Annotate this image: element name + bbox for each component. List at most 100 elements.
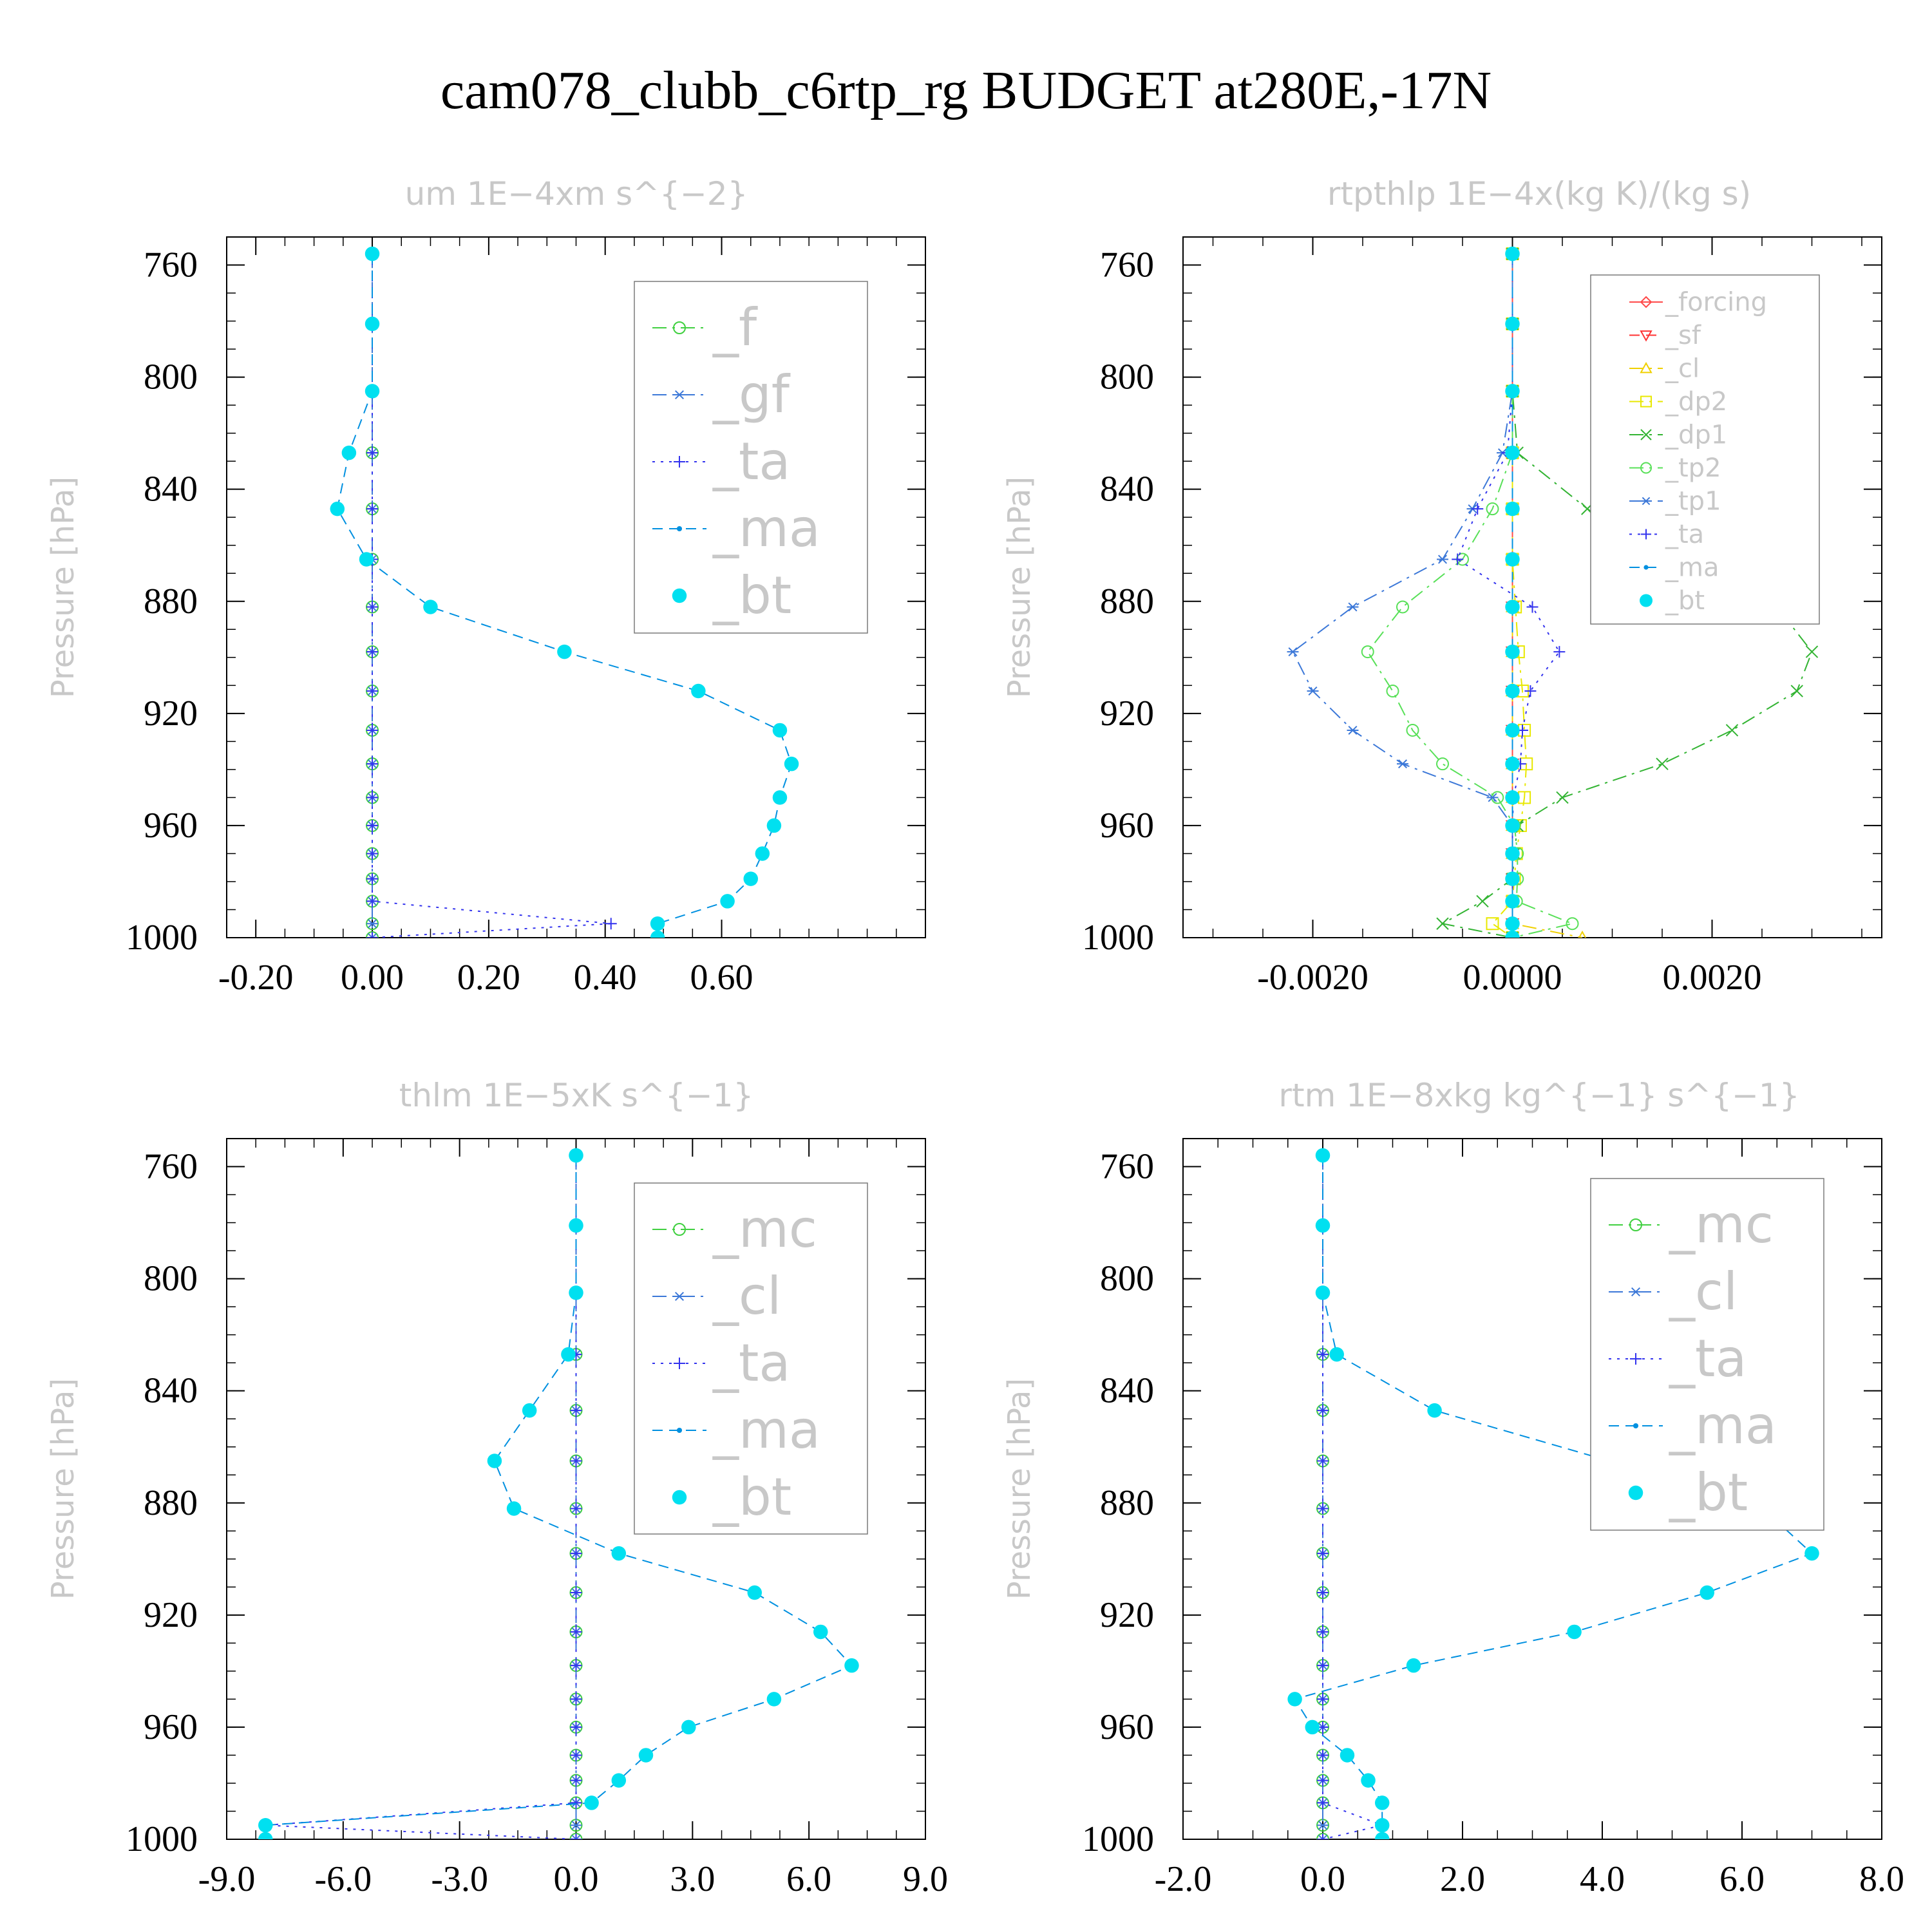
- data-point: [570, 1625, 582, 1638]
- legend-marker: [673, 1223, 686, 1236]
- data-point: [1526, 601, 1539, 613]
- series-line: [336, 254, 793, 938]
- legend-entry: _bt: [672, 565, 791, 625]
- panel-title: rtpthlp 1E−4x(kg K)/(kg s): [1327, 175, 1751, 213]
- y-tick-label: 800: [1100, 1259, 1154, 1299]
- legend-label: _dp2: [1665, 387, 1727, 417]
- legend-entry: _cl: [1629, 354, 1700, 384]
- y-tick-label: 760: [1100, 245, 1154, 285]
- series-tp1: [1287, 249, 1519, 938]
- data-point: [1317, 1821, 1329, 1830]
- x-tick-label: 0.00: [341, 958, 404, 998]
- legend-label: _gf: [712, 365, 791, 424]
- series-line: [372, 254, 611, 938]
- data-point: [1317, 1502, 1329, 1515]
- series-ta: [1317, 1150, 1388, 1839]
- legend-entry: _ta: [652, 431, 790, 491]
- data-point: [366, 933, 379, 938]
- data-point: [1505, 501, 1520, 516]
- plot-area: [1287, 246, 1819, 938]
- legend-entry: _ma: [652, 498, 820, 558]
- data-point: [569, 1148, 583, 1163]
- data-point: [365, 246, 380, 261]
- legend-entry: _ma: [1629, 553, 1719, 583]
- data-point: [1804, 1546, 1819, 1561]
- y-tick-label: 840: [1100, 1371, 1154, 1411]
- y-tick-label: 960: [1100, 1707, 1154, 1747]
- data-point: [1578, 930, 1587, 938]
- legend-label: _ta: [712, 431, 790, 491]
- legend-marker: [676, 1427, 683, 1434]
- x-tick-label: 6.0: [1719, 1859, 1765, 1899]
- data-point: [366, 601, 379, 613]
- legend-marker: [672, 1490, 687, 1505]
- data-point: [1725, 724, 1739, 737]
- legend-marker: [1641, 529, 1651, 540]
- y-tick-label: 840: [144, 469, 198, 509]
- data-point: [1505, 445, 1520, 460]
- legend-label: _cl: [712, 1266, 781, 1326]
- data-point: [359, 552, 374, 567]
- data-point: [557, 644, 572, 659]
- data-point: [1476, 895, 1489, 908]
- legend-entry: _forcing: [1629, 288, 1767, 317]
- legend-label: _f: [712, 298, 758, 357]
- legend-label: _ma: [712, 1400, 820, 1460]
- series-ta: [1452, 248, 1566, 938]
- data-point: [569, 1218, 583, 1233]
- data-point: [1406, 723, 1419, 737]
- data-point: [1436, 757, 1449, 771]
- data-point: [1374, 1795, 1390, 1810]
- x-tick-label: 0.0: [1300, 1859, 1345, 1899]
- y-tick-label: 960: [144, 806, 198, 846]
- data-point: [681, 1719, 696, 1735]
- data-point: [1505, 600, 1520, 614]
- data-point: [1315, 1285, 1331, 1300]
- legend: _forcing _sf _cl_dp2 _dp1 _tp2 _tp1 _ta _ma_bt: [1590, 274, 1820, 625]
- data-point: [258, 1817, 273, 1833]
- legend-entry: _bt: [1628, 1463, 1748, 1522]
- data-point: [570, 1548, 582, 1560]
- data-point: [570, 1660, 582, 1672]
- data-point: [366, 932, 379, 938]
- data-point: [341, 445, 357, 460]
- legend-marker: [1640, 462, 1652, 474]
- data-point: [1374, 1817, 1390, 1833]
- y-tick-label: 760: [144, 245, 198, 285]
- x-tick-label: 6.0: [786, 1859, 831, 1899]
- y-tick-label: 920: [1100, 694, 1154, 734]
- data-point: [1486, 793, 1499, 802]
- data-point: [366, 819, 379, 831]
- legend: _mc _cl _ta _ma _bt: [634, 1182, 868, 1535]
- y-tick-label: 920: [144, 694, 198, 734]
- chart-panel-4: rtm 1E−8xkg kg^{−1} s^{−1} Pressure [hPa]…: [1001, 1077, 1904, 1899]
- chart-panel-3: thlm 1E−5xK s^{−1} Pressure [hPa] 760 800 84…: [45, 1077, 948, 1899]
- legend-marker: [674, 1291, 685, 1302]
- series-bt: [1287, 1148, 1819, 1839]
- data-point: [638, 1748, 654, 1763]
- data-point: [1406, 1658, 1421, 1673]
- data-point: [1790, 685, 1803, 697]
- data-point: [522, 1403, 537, 1418]
- y-axis-label: Pressure [hPa]: [1001, 1378, 1037, 1600]
- legend-entry: _mc: [652, 1199, 817, 1259]
- data-point: [366, 646, 379, 658]
- x-tick-label: 0.0: [554, 1859, 599, 1899]
- data-point: [1505, 644, 1520, 659]
- data-point: [766, 818, 782, 833]
- data-point: [1396, 600, 1409, 614]
- x-tick-label: 2.0: [1440, 1859, 1485, 1899]
- data-point: [755, 846, 770, 861]
- data-point: [365, 384, 380, 399]
- data-point: [570, 1587, 582, 1599]
- legend-entry: _mc: [1609, 1195, 1774, 1255]
- series-ta: [366, 248, 617, 938]
- legend-label: _tp1: [1665, 487, 1721, 516]
- data-point: [1374, 1832, 1390, 1839]
- data-point: [1566, 917, 1579, 931]
- data-point: [1317, 1548, 1329, 1560]
- data-point: [584, 1795, 599, 1810]
- data-point: [423, 600, 438, 614]
- data-point: [1347, 602, 1359, 612]
- legend-entry: _cl: [1609, 1262, 1738, 1321]
